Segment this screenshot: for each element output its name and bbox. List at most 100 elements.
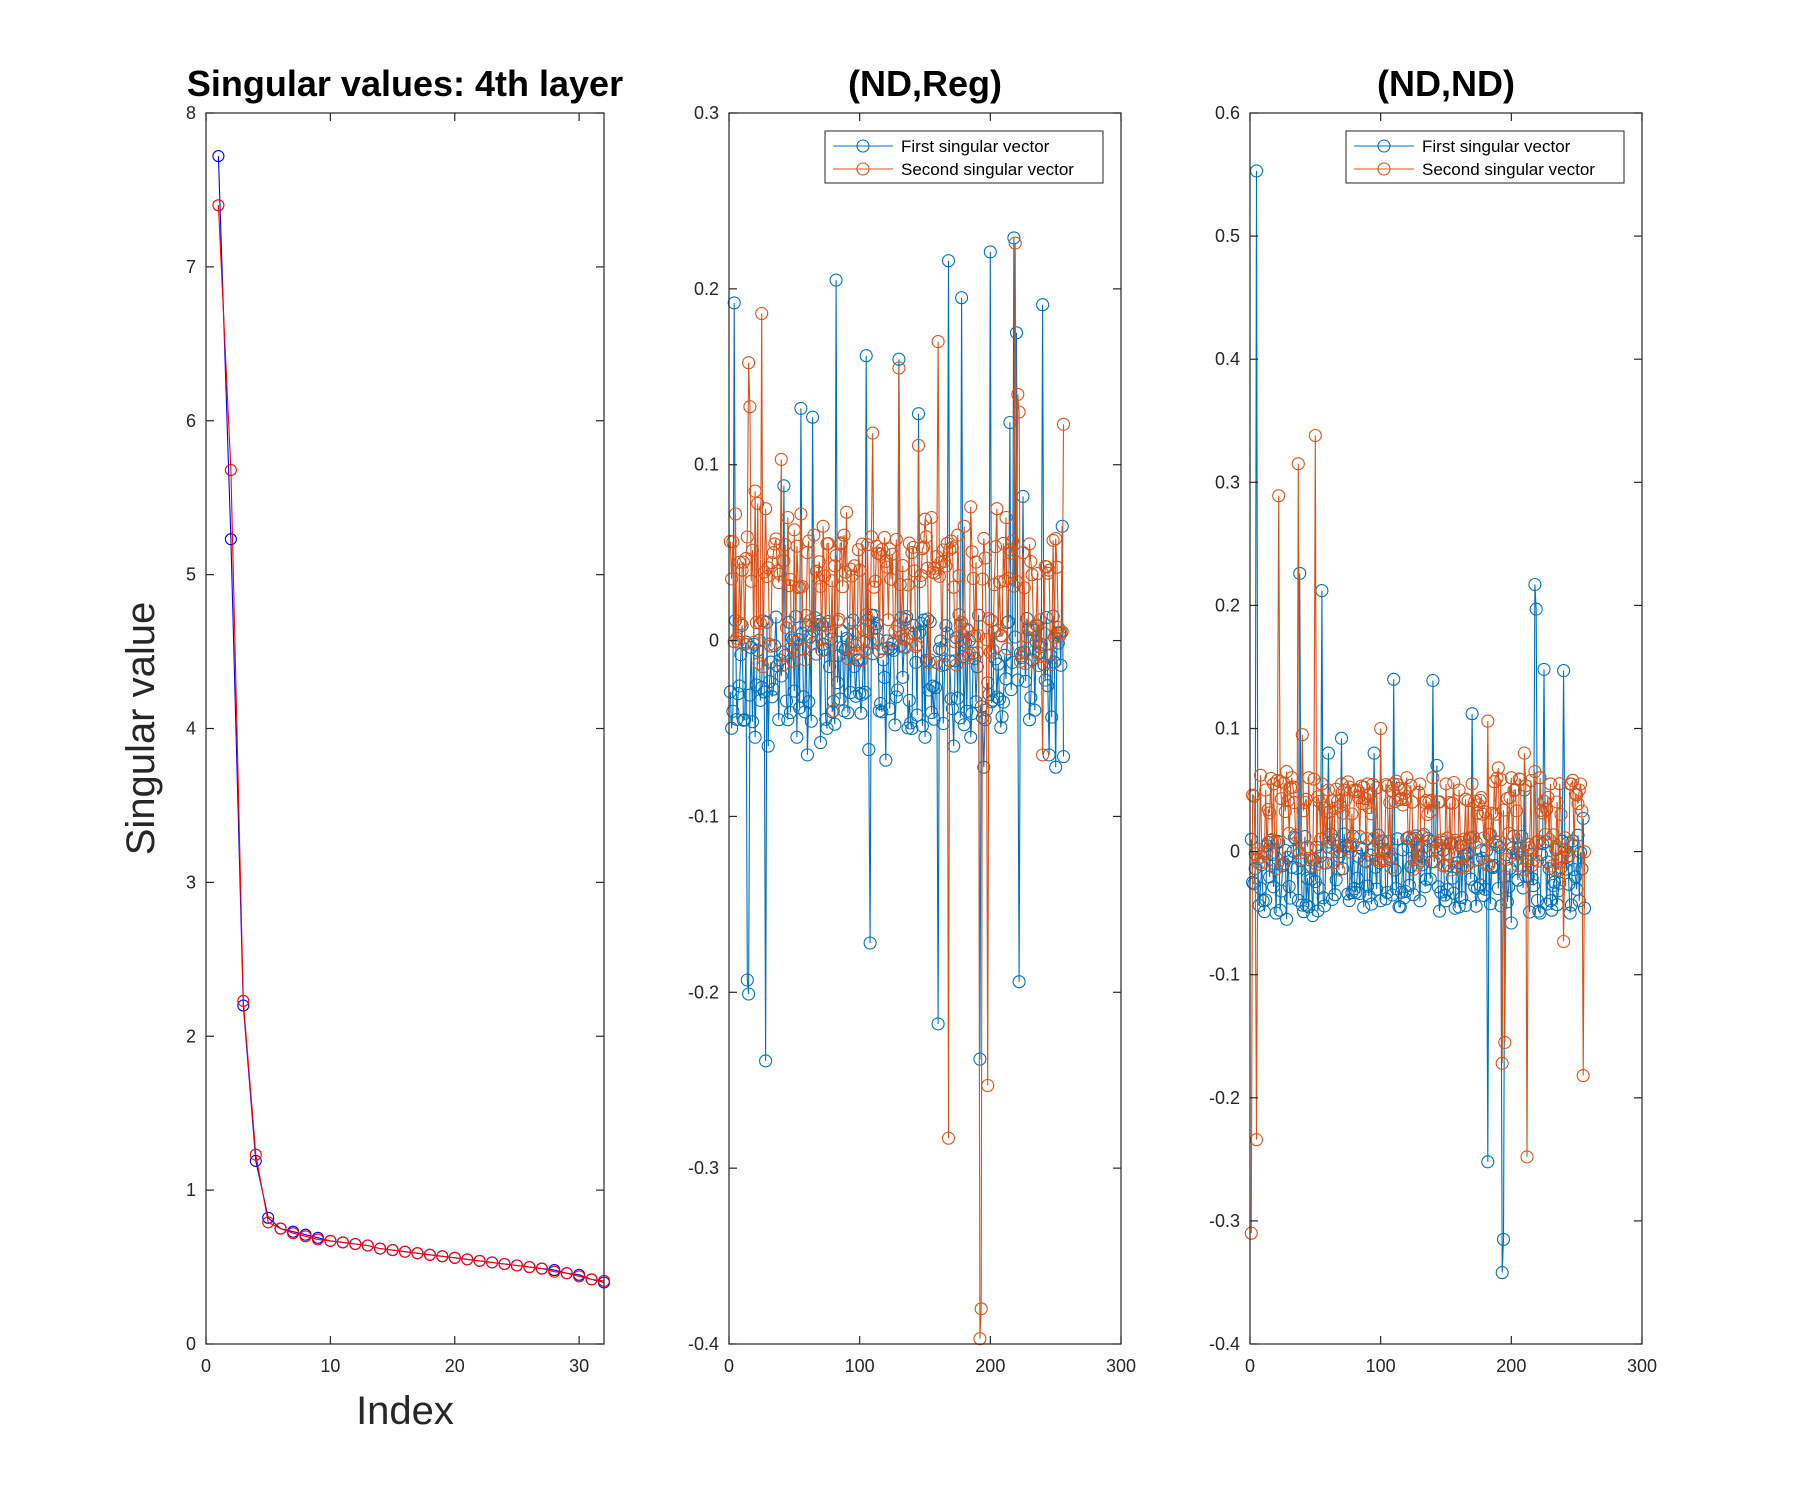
- data-point: [1378, 854, 1392, 868]
- data-point: [1469, 899, 1483, 913]
- data-point: [1445, 796, 1460, 810]
- x-tick-label: 0: [201, 1356, 211, 1376]
- data-point: [1011, 387, 1025, 401]
- data-point: [1350, 871, 1364, 885]
- data-point: [1469, 835, 1483, 849]
- data-point: [941, 254, 956, 268]
- data-point: [1310, 857, 1324, 872]
- data-point: [893, 577, 907, 592]
- data-point: [922, 655, 936, 670]
- data-point: [907, 564, 922, 578]
- data-point: [1459, 898, 1473, 913]
- data-point: [1447, 886, 1461, 900]
- data-point: [795, 579, 809, 594]
- data-point: [1336, 806, 1350, 820]
- data-point: [762, 637, 777, 651]
- legend-marker: [1377, 139, 1391, 153]
- data-point: [764, 639, 778, 653]
- data-point: [1000, 642, 1014, 656]
- data-point: [923, 653, 937, 667]
- data-point: [794, 507, 808, 521]
- data-point: [779, 694, 794, 708]
- plot-area: [206, 113, 604, 1344]
- y-tick-label: 0.2: [1215, 595, 1240, 615]
- data-point: [979, 632, 993, 647]
- data-point: [1526, 879, 1541, 893]
- data-point: [850, 646, 864, 660]
- data-point: [883, 702, 897, 716]
- data-point: [823, 660, 837, 674]
- data-point: [1513, 839, 1528, 853]
- data-point: [262, 1216, 275, 1229]
- data-point: [212, 150, 225, 163]
- data-point: [948, 635, 962, 649]
- data-point: [1576, 1069, 1590, 1083]
- x-tick-label: 0: [724, 1356, 734, 1376]
- series-line-1: [217, 205, 605, 1282]
- data-point: [974, 1302, 988, 1316]
- data-point: [1268, 834, 1282, 848]
- data-point: [956, 632, 970, 646]
- data-point: [957, 718, 971, 732]
- data-point: [1524, 773, 1538, 788]
- data-point: [1293, 566, 1307, 580]
- chart-title: Singular values: 4th layer: [187, 63, 623, 104]
- data-point: [774, 452, 788, 466]
- data-point: [1379, 892, 1393, 906]
- data-point: [910, 708, 924, 722]
- data-point: [866, 647, 880, 661]
- data-point: [1012, 405, 1026, 419]
- data-point: [978, 551, 992, 565]
- data-point: [1575, 804, 1589, 818]
- data-point: [804, 619, 818, 633]
- data-point: [1538, 827, 1552, 842]
- data-point: [1273, 903, 1287, 917]
- y-axis-label: Singular value: [119, 602, 163, 856]
- data-point: [1493, 835, 1507, 849]
- data-point: [1016, 546, 1030, 560]
- data-point: [1046, 533, 1060, 547]
- data-point: [262, 1211, 275, 1224]
- data-point: [782, 579, 796, 593]
- data-point: [1350, 783, 1364, 797]
- data-point: [915, 542, 929, 556]
- data-point: [1533, 771, 1547, 785]
- data-point: [760, 569, 774, 584]
- data-point: [1045, 657, 1059, 672]
- data-point: [1054, 658, 1068, 672]
- data-point: [896, 559, 910, 573]
- data-point: [824, 625, 838, 639]
- data-point: [1011, 673, 1025, 687]
- data-point: [1425, 793, 1439, 807]
- data-point: [1026, 621, 1041, 635]
- data-point: [868, 574, 882, 588]
- data-point: [1568, 870, 1582, 884]
- y-tick-label: -0.3: [1209, 1211, 1240, 1231]
- data-point: [1324, 840, 1338, 854]
- data-point: [1340, 842, 1354, 856]
- data-point: [740, 973, 754, 987]
- data-point: [951, 528, 965, 542]
- data-point: [918, 512, 932, 526]
- x-tick-label: 300: [1106, 1356, 1136, 1376]
- data-point: [1056, 750, 1071, 764]
- data-point: [1265, 832, 1279, 847]
- data-point: [1285, 860, 1299, 874]
- data-point: [1537, 662, 1551, 676]
- data-point: [928, 681, 943, 695]
- data-point: [910, 638, 924, 652]
- data-point: [807, 528, 821, 542]
- data-point: [931, 1017, 945, 1031]
- data-point: [743, 688, 757, 702]
- data-point: [1562, 849, 1576, 863]
- data-point: [1477, 831, 1491, 845]
- data-point: [1496, 803, 1511, 817]
- data-point: [1338, 793, 1352, 807]
- data-point: [1494, 773, 1508, 787]
- data-point: [742, 987, 756, 1001]
- data-point: [989, 540, 1003, 554]
- y-tick-label: 0: [1230, 842, 1240, 862]
- data-point: [832, 612, 846, 626]
- data-point: [753, 693, 767, 707]
